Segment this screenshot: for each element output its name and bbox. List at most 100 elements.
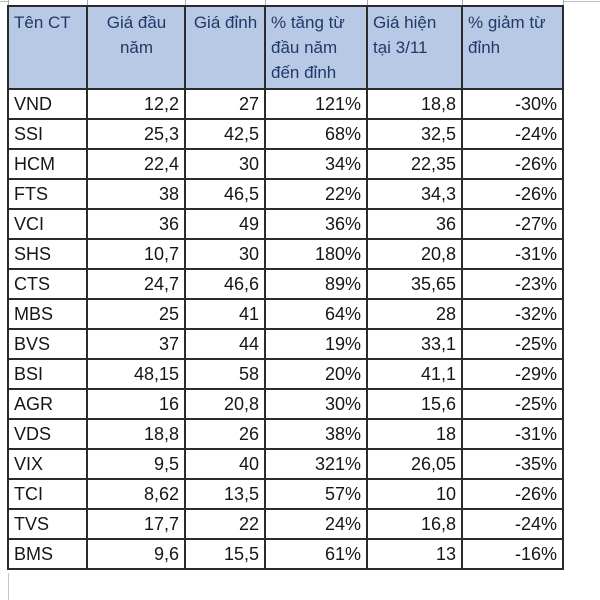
value-cell[interactable]: -26% [461, 148, 564, 180]
column-header-gia-dinh[interactable]: Giá đỉnh [184, 5, 266, 90]
value-cell[interactable]: 20,8 [184, 388, 266, 420]
ticker-cell[interactable]: TCI [7, 478, 88, 510]
ticker-cell[interactable]: FTS [7, 178, 88, 210]
value-cell[interactable]: 22,35 [366, 148, 463, 180]
value-cell[interactable]: 13 [366, 538, 463, 570]
value-cell[interactable]: -26% [461, 178, 564, 210]
ticker-cell[interactable]: VND [7, 88, 88, 120]
value-cell[interactable]: -26% [461, 478, 564, 510]
ticker-cell[interactable]: CTS [7, 268, 88, 300]
value-cell[interactable]: 20% [264, 358, 368, 390]
value-cell[interactable]: 36 [366, 208, 463, 240]
value-cell[interactable]: 57% [264, 478, 368, 510]
value-cell[interactable]: -24% [461, 118, 564, 150]
value-cell[interactable]: 9,5 [86, 448, 186, 480]
value-cell[interactable]: 18,8 [366, 88, 463, 120]
value-cell[interactable]: 19% [264, 328, 368, 360]
value-cell[interactable]: 121% [264, 88, 368, 120]
value-cell[interactable]: 30 [184, 238, 266, 270]
ticker-cell[interactable]: HCM [7, 148, 88, 180]
ticker-cell[interactable]: SHS [7, 238, 88, 270]
column-header-gia-dau-nam[interactable]: Giá đầu năm [86, 5, 186, 90]
value-cell[interactable]: 9,6 [86, 538, 186, 570]
value-cell[interactable]: 38% [264, 418, 368, 450]
ticker-cell[interactable]: VDS [7, 418, 88, 450]
value-cell[interactable]: 16 [86, 388, 186, 420]
value-cell[interactable]: 89% [264, 268, 368, 300]
value-cell[interactable]: 46,6 [184, 268, 266, 300]
value-cell[interactable]: 33,1 [366, 328, 463, 360]
value-cell[interactable]: 180% [264, 238, 368, 270]
value-cell[interactable]: 61% [264, 538, 368, 570]
value-cell[interactable]: 30% [264, 388, 368, 420]
value-cell[interactable]: 49 [184, 208, 266, 240]
value-cell[interactable]: -25% [461, 388, 564, 420]
column-header-ten-ct[interactable]: Tên CT [7, 5, 88, 90]
value-cell[interactable]: 42,5 [184, 118, 266, 150]
value-cell[interactable]: 41 [184, 298, 266, 330]
value-cell[interactable]: 24% [264, 508, 368, 540]
ticker-cell[interactable]: MBS [7, 298, 88, 330]
value-cell[interactable]: 68% [264, 118, 368, 150]
value-cell[interactable]: 34% [264, 148, 368, 180]
value-cell[interactable]: 44 [184, 328, 266, 360]
column-header-gia-hien-tai[interactable]: Giá hiện tại 3/11 [366, 5, 463, 90]
ticker-cell[interactable]: AGR [7, 388, 88, 420]
value-cell[interactable]: -25% [461, 328, 564, 360]
value-cell[interactable]: 32,5 [366, 118, 463, 150]
value-cell[interactable]: 15,6 [366, 388, 463, 420]
value-cell[interactable]: 22 [184, 508, 266, 540]
value-cell[interactable]: 27 [184, 88, 266, 120]
value-cell[interactable]: 20,8 [366, 238, 463, 270]
value-cell[interactable]: 13,5 [184, 478, 266, 510]
value-cell[interactable]: 64% [264, 298, 368, 330]
value-cell[interactable]: -16% [461, 538, 564, 570]
value-cell[interactable]: 46,5 [184, 178, 266, 210]
value-cell[interactable]: 35,65 [366, 268, 463, 300]
value-cell[interactable]: 18 [366, 418, 463, 450]
value-cell[interactable]: 37 [86, 328, 186, 360]
value-cell[interactable]: 16,8 [366, 508, 463, 540]
value-cell[interactable]: 17,7 [86, 508, 186, 540]
value-cell[interactable]: -27% [461, 208, 564, 240]
value-cell[interactable]: 18,8 [86, 418, 186, 450]
ticker-cell[interactable]: BMS [7, 538, 88, 570]
value-cell[interactable]: -31% [461, 238, 564, 270]
value-cell[interactable]: 8,62 [86, 478, 186, 510]
ticker-cell[interactable]: BVS [7, 328, 88, 360]
value-cell[interactable]: 22,4 [86, 148, 186, 180]
value-cell[interactable]: 10 [366, 478, 463, 510]
value-cell[interactable]: 34,3 [366, 178, 463, 210]
value-cell[interactable]: 41,1 [366, 358, 463, 390]
value-cell[interactable]: 58 [184, 358, 266, 390]
value-cell[interactable]: 28 [366, 298, 463, 330]
column-header-pct-tang[interactable]: % tăng từ đầu năm đến đỉnh [264, 5, 368, 90]
value-cell[interactable]: -31% [461, 418, 564, 450]
value-cell[interactable]: 321% [264, 448, 368, 480]
column-header-pct-giam[interactable]: % giảm từ đỉnh [461, 5, 564, 90]
value-cell[interactable]: 26,05 [366, 448, 463, 480]
ticker-cell[interactable]: TVS [7, 508, 88, 540]
value-cell[interactable]: 36 [86, 208, 186, 240]
value-cell[interactable]: -30% [461, 88, 564, 120]
value-cell[interactable]: 15,5 [184, 538, 266, 570]
value-cell[interactable]: 30 [184, 148, 266, 180]
ticker-cell[interactable]: BSI [7, 358, 88, 390]
value-cell[interactable]: 22% [264, 178, 368, 210]
value-cell[interactable]: 25,3 [86, 118, 186, 150]
ticker-cell[interactable]: VIX [7, 448, 88, 480]
value-cell[interactable]: 48,15 [86, 358, 186, 390]
value-cell[interactable]: -24% [461, 508, 564, 540]
value-cell[interactable]: 25 [86, 298, 186, 330]
value-cell[interactable]: -29% [461, 358, 564, 390]
value-cell[interactable]: 26 [184, 418, 266, 450]
value-cell[interactable]: 40 [184, 448, 266, 480]
value-cell[interactable]: 38 [86, 178, 186, 210]
value-cell[interactable]: 24,7 [86, 268, 186, 300]
value-cell[interactable]: 36% [264, 208, 368, 240]
value-cell[interactable]: -32% [461, 298, 564, 330]
ticker-cell[interactable]: SSI [7, 118, 88, 150]
value-cell[interactable]: 10,7 [86, 238, 186, 270]
value-cell[interactable]: -35% [461, 448, 564, 480]
ticker-cell[interactable]: VCI [7, 208, 88, 240]
